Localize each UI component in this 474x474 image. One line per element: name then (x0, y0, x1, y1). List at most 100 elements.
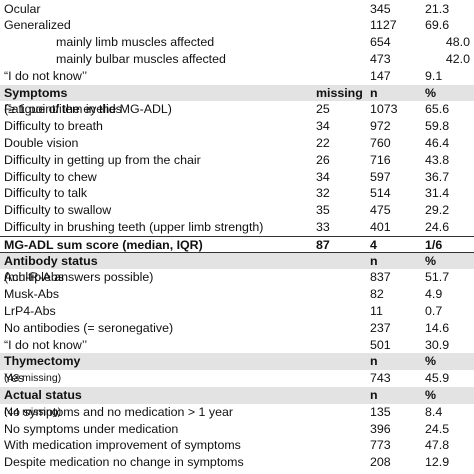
header-note: (multiple answers possible) (4, 270, 154, 285)
percent: 24.5 (425, 421, 450, 436)
table-row: “I do not know’’ 147 9.1 (0, 68, 474, 85)
percent: 1/6 (425, 237, 443, 252)
row-label: Fatigue of the eyelids (4, 102, 122, 117)
count: 135 (370, 404, 391, 419)
missing-count: 22 (316, 136, 330, 150)
missing-count: 32 (316, 186, 330, 201)
row-label: “I do not know’’ (4, 337, 88, 352)
percent: 45.9 (425, 371, 450, 386)
table-row: Difficulty to swallow 35 475 29.2 (0, 202, 474, 219)
percent: 14.6 (425, 320, 450, 335)
header-label: Thymectomy (43 missing) (4, 353, 80, 387)
header-note: (44 missing) (4, 405, 62, 418)
table-row: Double vision 22 760 46.4 (0, 135, 474, 152)
sub-row: mainly bulbar muscles affected 473 42.0 (0, 51, 474, 68)
section-header: Actual status (44 missing) n% (0, 387, 474, 418)
percent: 69.6 (425, 18, 450, 33)
row-label: Difficulty to breath (4, 119, 103, 134)
row-label: “I do not know’’ (4, 68, 88, 83)
table-row: No antibodies (= seronegative) 237 14.6 (0, 320, 474, 337)
row-label: MG-ADL sum score (median, IQR) (4, 237, 203, 252)
header-title: Thymectomy (4, 354, 81, 369)
percent: 42.0 (445, 52, 470, 66)
missing-count: 25 (316, 102, 330, 117)
table-row: LrP4-Abs 11 0.7 (0, 303, 474, 320)
percent: 0.7 (425, 304, 443, 318)
count: 837 (370, 270, 391, 285)
percent: 8.4 (425, 404, 443, 419)
count: 716 (370, 152, 391, 167)
percent: 51.7 (425, 270, 450, 285)
table-row: Difficulty to breath 34 972 59.8 (0, 118, 474, 135)
percent: 46.4 (425, 136, 450, 150)
table-row: No symptoms under medication 396 24.5 (0, 421, 474, 438)
missing-count: 33 (316, 220, 330, 234)
row-label: Difficulty in getting up from the chair (4, 152, 201, 167)
table-row: “I do not know’’ 501 30.9 (0, 337, 474, 354)
percent: 43.8 (425, 152, 450, 167)
table-row: Ach-R-Abs 837 51.7 (0, 269, 474, 286)
row-label: No symptoms under medication (4, 421, 179, 436)
percent: 36.7 (425, 169, 450, 184)
missing-count: 34 (316, 119, 330, 134)
count: 208 (370, 455, 391, 470)
header-pct: % (425, 253, 437, 268)
row-label: With medication improvement of symptoms (4, 438, 241, 453)
count: 473 (370, 52, 391, 66)
section-header: Symptoms (≥ 1 point/item in the MG-ADL) m… (0, 84, 474, 116)
missing-count: 34 (316, 169, 330, 184)
header-title: Antibody status (4, 253, 98, 268)
row-label: mainly limb muscles affected (56, 35, 215, 50)
percent: 31.4 (425, 186, 450, 201)
missing-count: 26 (316, 152, 330, 167)
row-label: No antibodies (= seronegative) (4, 320, 174, 335)
table-row: With medication improvement of symptoms 7… (0, 437, 474, 454)
count: 237 (370, 320, 391, 335)
count: 401 (370, 220, 391, 234)
table-row: Difficulty in brushing teeth (upper limb… (0, 219, 474, 236)
percent: 30.9 (425, 337, 450, 352)
header-note: (43 missing) (4, 372, 62, 385)
header-pct: % (425, 85, 437, 100)
percent: 12.9 (425, 455, 450, 470)
count: 147 (370, 68, 391, 83)
row-label: Generalized (4, 18, 71, 33)
table-row: No symptoms and no medication > 1 year 13… (0, 404, 474, 421)
percent: 47.8 (425, 438, 450, 453)
row-label: Musk-Abs (4, 287, 60, 302)
row-label: Difficulty in brushing teeth (upper limb… (4, 220, 264, 234)
count: 514 (370, 186, 391, 201)
percent: 59.8 (425, 119, 450, 134)
count: 475 (370, 203, 391, 218)
row-label: Difficulty to talk (4, 186, 88, 201)
count: 501 (370, 337, 391, 352)
row-label: No symptoms and no medication > 1 year (4, 404, 233, 419)
table-row: Musk-Abs 82 4.9 (0, 286, 474, 303)
count: 760 (370, 136, 391, 150)
count: 773 (370, 438, 391, 453)
summary-row: MG-ADL sum score (median, IQR) 87 4 1/6 (0, 235, 474, 253)
section-header: Antibody status (multiple answers possib… (0, 252, 474, 284)
table-row: Ocular 345 21.3 (0, 1, 474, 18)
table-row: Fatigue of the eyelids 25 1073 65.6 (0, 101, 474, 118)
table-row: Despite medication no change in symptoms… (0, 454, 474, 471)
row-label: LrP4-Abs (4, 304, 56, 318)
count: 743 (370, 371, 391, 386)
count: 396 (370, 421, 391, 436)
count: 11 (370, 304, 383, 318)
header-label: Antibody status (multiple answers possib… (4, 253, 153, 287)
count: 1073 (370, 102, 398, 117)
percent: 4.9 (425, 287, 443, 302)
count: 82 (370, 287, 384, 302)
missing-count: 35 (316, 203, 330, 218)
count: 597 (370, 169, 391, 184)
row-label: Ocular (4, 1, 41, 16)
percent: 65.6 (425, 102, 450, 117)
header-missing: missing (316, 85, 363, 100)
header-n: n (370, 354, 378, 369)
count: 972 (370, 119, 391, 134)
count: 654 (370, 35, 391, 50)
header-label: Actual status (44 missing) (4, 387, 82, 421)
header-pct: % (425, 388, 437, 402)
